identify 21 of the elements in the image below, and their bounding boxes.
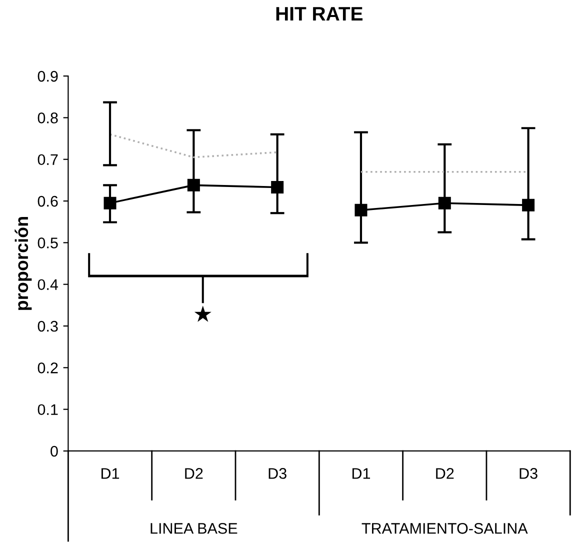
x-tick-label: D3 — [268, 468, 286, 479]
x-tick-label: D2 — [436, 468, 454, 479]
y-tick-label: 0.1 — [38, 404, 58, 416]
y-tick-label: 0.4 — [38, 279, 58, 290]
y-tick-label: 0 — [50, 446, 58, 457]
chart-title: HIT RATE — [276, 7, 363, 20]
y-tick-label: 0.5 — [38, 238, 58, 248]
text: TRATAMIENTO-SALINA — [362, 523, 528, 534]
y-tick-label: 0.6 — [38, 196, 58, 207]
y-tick-label: 0.3 — [38, 320, 58, 332]
y-tick-label: 0.7 — [38, 154, 58, 166]
y-tick-label: 0.8 — [38, 112, 58, 124]
y-tick-label: 0.9 — [38, 70, 58, 82]
x-tick-label: D1 — [102, 468, 120, 479]
x-tick-label: D1 — [352, 468, 370, 479]
text: LINEA BASE — [150, 523, 238, 534]
x-tick-label: D3 — [520, 468, 538, 479]
x-tick-label: D2 — [185, 468, 203, 479]
y-tick-label: 0.2 — [38, 362, 58, 374]
y-axis-title: proporción — [14, 216, 32, 310]
annotation: ★ — [194, 306, 212, 322]
